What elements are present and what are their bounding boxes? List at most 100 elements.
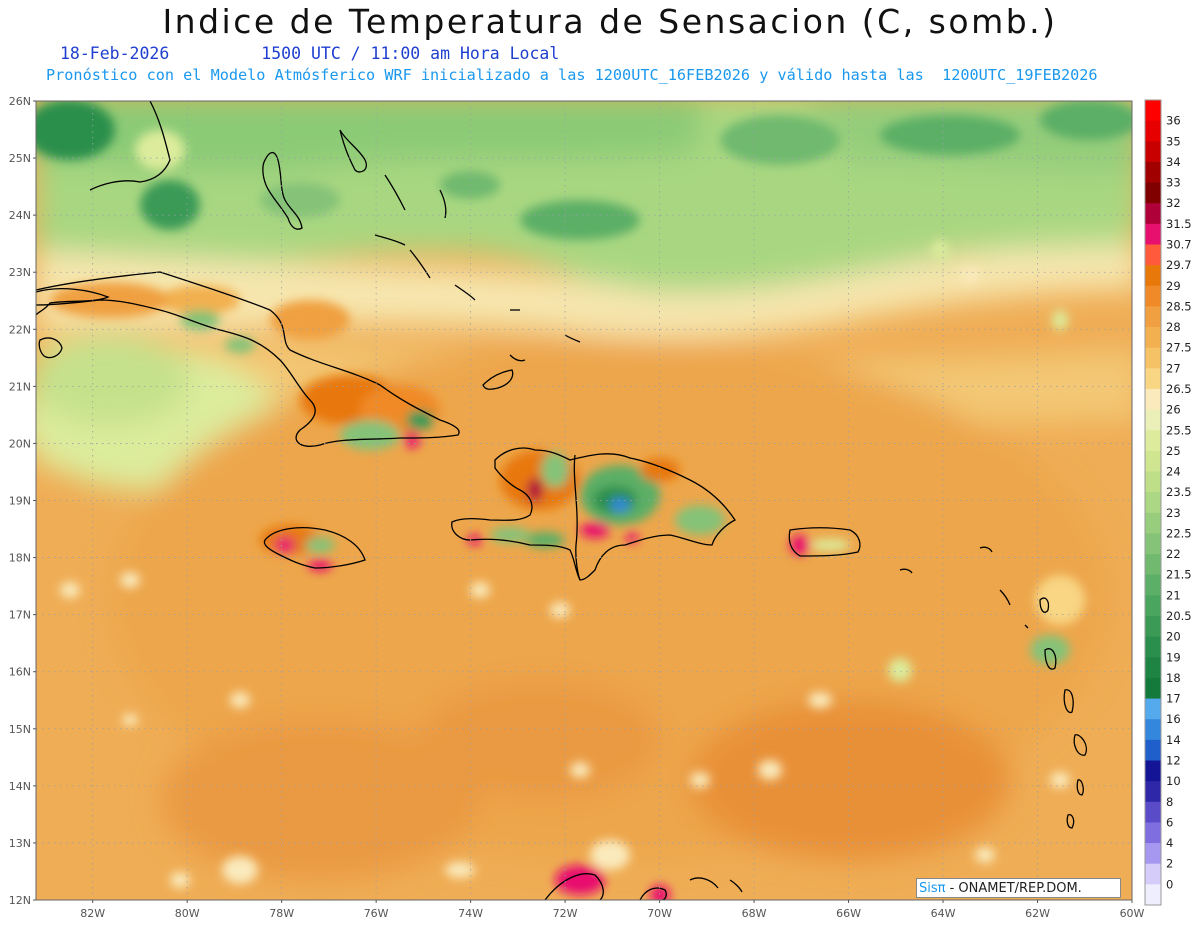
lat-label: 25N [9,152,31,165]
legend-label: 26 [1166,403,1181,417]
legend-swatch [1145,244,1161,266]
legend-label: 30.7 [1166,237,1192,251]
lon-label: 70W [647,907,672,920]
legend-label: 17 [1166,692,1181,706]
legend-label: 34 [1166,155,1181,169]
legend-swatch [1145,533,1161,555]
legend-swatch [1145,677,1161,699]
legend-swatch [1145,388,1161,411]
legend-swatch [1145,698,1161,720]
legend-label: 22.5 [1166,526,1192,540]
lat-label: 20N [9,437,31,450]
legend-label: 8 [1166,795,1173,809]
coastline-cuba [36,271,460,447]
lon-label: 82W [80,907,105,920]
legend-swatch [1145,141,1161,163]
legend-label: 36 [1166,114,1181,128]
legend-label: 23 [1166,506,1181,520]
forecast-timestamp: 18-Feb-2026 1500 UTC / 11:00 am Hora Loca… [60,44,559,63]
legend-label: 20 [1166,630,1181,644]
legend-swatch [1145,554,1161,576]
model-run-info: Pronóstico con el Modelo Atmósferico WRF… [46,66,1098,84]
legend-label: 19 [1166,650,1181,664]
legend-swatch [1145,285,1161,307]
legend-swatch [1145,781,1161,803]
legend-swatch [1145,347,1161,369]
legend-swatch [1145,657,1161,679]
legend-swatch [1145,223,1161,245]
legend-label: 25 [1166,444,1181,458]
legend-swatch [1145,471,1161,493]
legend-swatch [1145,327,1161,349]
legend-label: 26.5 [1166,382,1192,396]
legend-swatch [1145,616,1161,638]
legend-swatch [1145,843,1161,865]
legend-swatch [1145,120,1161,142]
legend-swatch [1145,863,1161,885]
legend-label: 12 [1166,754,1181,768]
lat-label: 13N [9,837,31,850]
legend-label: 18 [1166,671,1181,685]
lat-label: 22N [9,323,31,336]
legend-label: 35 [1166,134,1181,148]
lat-label: 24N [9,209,31,222]
legend-swatch [1145,595,1161,617]
legend-label: 16 [1166,712,1181,726]
axis-labels: 26N 25N 24N 23N 22N 21N 20N 19N 18N 17N 16N 15N 14N 1… [9,95,1145,920]
legend-swatch [1145,430,1161,452]
coastlines [36,101,1087,900]
legend-label: 20.5 [1166,609,1192,623]
legend-label: 6 [1166,815,1173,829]
legend-label: 0 [1166,877,1173,891]
lon-label: 66W [836,907,861,920]
legend-label: 27.5 [1166,341,1192,355]
lat-label: 12N [9,894,31,907]
legend-swatch [1145,161,1161,183]
legend-label: 33 [1166,176,1181,190]
lon-label: 60W [1120,907,1145,920]
legend-label: 31.5 [1166,217,1192,231]
coastline-hispaniola [451,447,736,581]
legend-label: 27 [1166,361,1181,375]
legend-label: 28.5 [1166,299,1192,313]
lat-label: 23N [9,266,31,279]
coastline-jamaica [263,527,366,569]
legend-swatch [1145,512,1161,534]
legend-swatch [1145,368,1161,390]
legend-label: 28 [1166,320,1181,334]
legend-frame [1144,99,1162,906]
legend-label: 10 [1166,774,1181,788]
lat-label: 19N [9,495,31,508]
map-title: Indice de Temperatura de Sensacion (C, s… [162,2,1058,41]
legend-label: 14 [1166,733,1181,747]
legend-label: 29.7 [1166,258,1192,272]
lat-label: 26N [9,95,31,108]
legend-swatch [1145,636,1161,658]
lon-label: 76W [364,907,389,920]
legend-swatch [1145,719,1161,741]
lon-label: 78W [269,907,294,920]
legend-label: 2 [1166,857,1173,871]
lon-label: 68W [742,907,767,920]
lat-label: 14N [9,780,31,793]
lon-label: 62W [1025,907,1050,920]
coastline-puerto-rico [788,527,861,557]
credit-box: Sisπ - ONAMET/REP.DOM. [916,878,1121,898]
legend-swatch [1145,739,1161,761]
temperature-field [36,101,1132,900]
forecast-time: 1500 UTC / 11:00 am Hora Local [261,44,560,63]
lat-label: 21N [9,380,31,393]
legend-label: 32 [1166,196,1181,210]
legend-swatch [1145,822,1161,844]
legend-swatch [1145,306,1161,328]
legend-label: 25.5 [1166,423,1192,437]
legend-label: 24 [1166,465,1181,479]
legend-label: 22 [1166,547,1181,561]
lat-label: 18N [9,552,31,565]
graticule [36,101,1132,900]
legend-swatch [1145,450,1161,472]
legend-swatch [1145,265,1161,287]
lon-label: 74W [458,907,483,920]
forecast-date: 18-Feb-2026 [60,44,170,63]
